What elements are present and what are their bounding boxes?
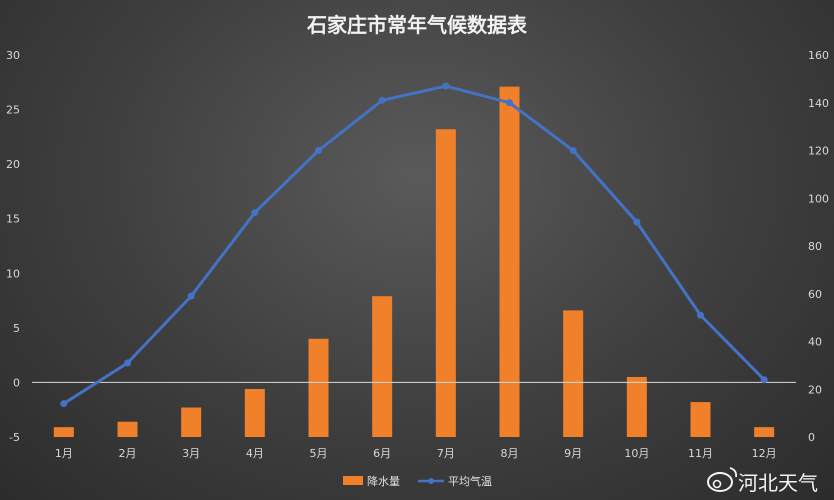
right-tick-label: 80: [808, 240, 822, 253]
bar: [53, 427, 74, 437]
right-axis: 0 20 40 60 80 100 120 140 160: [808, 49, 829, 444]
legend-label-bar: 降水量: [367, 474, 400, 488]
line-point: [60, 400, 68, 408]
left-tick-label: 0: [13, 376, 20, 389]
line-point: [187, 292, 195, 300]
bar-series: [53, 86, 775, 437]
bar: [435, 129, 456, 437]
line-point: [506, 99, 513, 107]
bar: [499, 86, 520, 437]
x-tick-label: 3月: [182, 447, 200, 460]
legend-swatch-bar: [343, 476, 363, 485]
left-tick-label: 30: [6, 49, 20, 62]
weibo-icon: [707, 467, 738, 492]
bar: [626, 376, 647, 437]
chart-title: 石家庄市常年气候数据表: [306, 13, 528, 37]
left-tick-label: 15: [6, 213, 20, 226]
x-tick-label: 1月: [55, 447, 73, 460]
bar: [754, 427, 775, 437]
left-tick-label: 25: [6, 104, 20, 117]
left-tick-label: 10: [6, 267, 20, 280]
line-point: [697, 311, 704, 319]
right-tick-label: 20: [808, 383, 822, 396]
x-tick-label: 12月: [752, 447, 777, 460]
right-tick-label: 60: [808, 288, 822, 301]
x-axis: 1月 2月 3月 4月 5月 6月 7月 8月 9月 10月 11月 12月: [55, 447, 777, 460]
bar: [117, 421, 138, 437]
x-tick-label: 5月: [310, 447, 328, 460]
line-point: [569, 147, 577, 154]
right-tick-label: 160: [808, 49, 829, 62]
x-tick-label: 6月: [373, 447, 391, 460]
bar: [690, 402, 711, 437]
bar: [372, 296, 393, 437]
line-point: [633, 218, 641, 226]
watermark-text: 河北天气: [738, 471, 818, 495]
right-tick-label: 140: [808, 97, 829, 110]
left-tick-label: 20: [6, 158, 20, 171]
line-point: [378, 96, 386, 104]
line-point: [251, 209, 259, 217]
right-tick-label: 120: [808, 145, 829, 158]
left-axis: -5 0 5 10 15 20 25 30: [6, 49, 20, 444]
x-tick-label: 2月: [119, 447, 137, 460]
line-series: [60, 82, 768, 408]
line-point: [315, 147, 322, 154]
line-point: [124, 359, 131, 367]
x-tick-label: 9月: [564, 447, 582, 460]
left-tick-label: -5: [9, 431, 20, 444]
bar: [181, 407, 202, 437]
x-tick-label: 10月: [624, 447, 649, 460]
bar: [308, 338, 329, 437]
left-tick-label: 5: [13, 322, 20, 335]
bar: [244, 388, 265, 437]
right-tick-label: 0: [808, 431, 815, 444]
right-tick-label: 40: [808, 336, 822, 349]
line-point: [442, 82, 450, 90]
legend: 降水量 平均气温: [343, 474, 492, 488]
legend-swatch-marker: [428, 478, 434, 484]
x-tick-label: 11月: [688, 447, 713, 460]
right-tick-label: 100: [808, 192, 829, 205]
x-tick-label: 4月: [246, 447, 264, 460]
legend-label-line: 平均气温: [448, 474, 492, 488]
series-line: [63, 84, 766, 405]
bar: [563, 310, 584, 437]
x-tick-label: 7月: [437, 447, 455, 460]
x-tick-label: 8月: [501, 447, 519, 460]
watermark: 河北天气: [707, 467, 818, 495]
line-point: [760, 376, 768, 384]
